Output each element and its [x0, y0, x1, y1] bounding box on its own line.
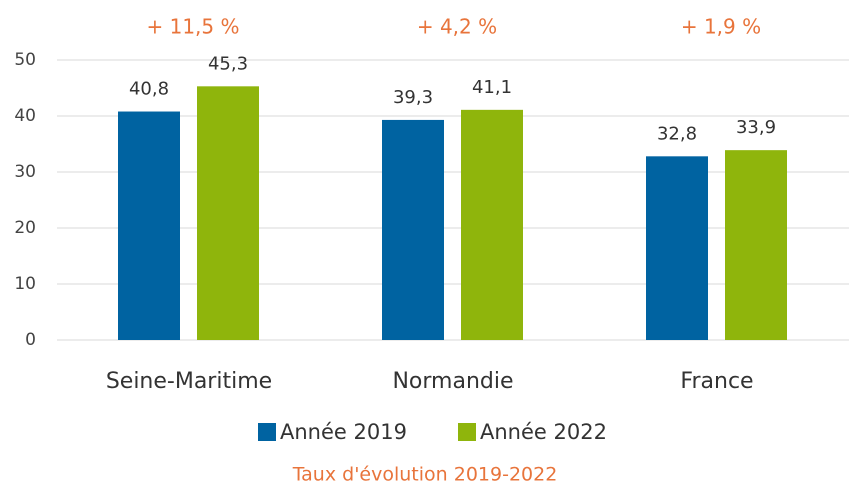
value-label: 33,9	[736, 117, 776, 138]
legend-swatch	[258, 423, 276, 441]
y-tick-label: 10	[14, 274, 36, 294]
x-tick-label: France	[680, 369, 753, 394]
value-label: 32,8	[657, 123, 697, 144]
y-tick-label: 20	[14, 218, 36, 238]
legend-swatch	[458, 423, 476, 441]
x-tick-label: Normandie	[392, 369, 513, 394]
bar	[197, 86, 259, 340]
value-label: 40,8	[129, 79, 169, 100]
bar	[118, 111, 180, 341]
bar	[725, 150, 787, 340]
y-tick-label: 0	[25, 330, 36, 350]
value-label: 45,3	[208, 53, 248, 74]
value-label: 41,1	[472, 77, 512, 98]
bar	[382, 119, 444, 340]
bar	[461, 109, 523, 340]
bar	[646, 156, 708, 340]
y-tick-label: 50	[14, 50, 36, 70]
annotation: + 11,5 %	[146, 15, 239, 39]
legend-label: Année 2022	[480, 420, 607, 444]
value-label: 39,3	[393, 87, 433, 108]
annotation: + 4,2 %	[417, 15, 497, 39]
y-tick-label: 40	[14, 106, 36, 126]
legend-label: Année 2019	[280, 420, 407, 444]
y-tick-label: 30	[14, 162, 36, 182]
footer: Taux d'évolution 2019-2022	[292, 464, 558, 486]
annotation: + 1,9 %	[681, 15, 761, 39]
x-tick-label: Seine-Maritime	[106, 369, 272, 394]
